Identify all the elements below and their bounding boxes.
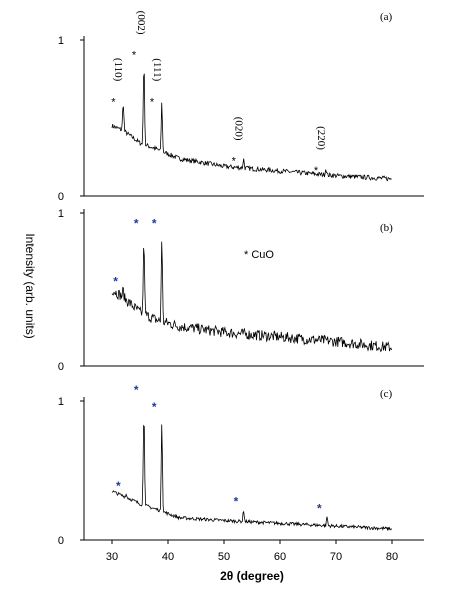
peak-marker: * — [134, 216, 139, 230]
peak-hkl-label: (110) — [112, 58, 124, 82]
xrd-panels: 0 1 (a) * (110) * (002) * (111) * (020) * (220) 0 1 (b)… — [58, 11, 424, 547]
shared-x-axis: 30 40 50 60 70 80 — [106, 540, 398, 563]
peak-marker: * — [111, 96, 116, 108]
y-axis-title: Intensity (arb. units) — [23, 233, 37, 338]
panel-tag: (b) — [380, 222, 393, 234]
x-axis-title: 2θ (degree) — [220, 569, 284, 583]
x-tick-label: 40 — [162, 551, 174, 563]
peak-marker: * — [314, 165, 319, 177]
peak-marker: * — [152, 400, 157, 414]
y-tick-label: 1 — [58, 396, 64, 408]
y-tick-label: 1 — [58, 35, 64, 47]
y-tick-label: 0 — [58, 535, 64, 547]
x-tick-label: 50 — [218, 551, 230, 563]
panel-tag: (a) — [380, 11, 393, 23]
panel-tag: (c) — [380, 388, 393, 400]
y-tick-label: 0 — [58, 191, 64, 203]
peak-marker: * — [317, 501, 322, 515]
peak-marker: * — [134, 383, 139, 397]
peak-marker: * — [116, 479, 121, 493]
peak-hkl-label: (020) — [233, 117, 245, 141]
peak-marker: * — [150, 96, 155, 108]
x-tick-label: 80 — [386, 551, 398, 563]
legend-cuo: * CuO — [244, 249, 274, 261]
peak-marker: * — [232, 156, 237, 168]
peak-marker: * — [152, 216, 157, 230]
x-tick-label: 60 — [274, 551, 286, 563]
x-tick-label: 70 — [330, 551, 342, 563]
y-tick-label: 0 — [58, 361, 64, 373]
peak-hkl-label: (220) — [315, 126, 327, 150]
diffraction-trace — [111, 241, 392, 353]
y-tick-label: 1 — [58, 208, 64, 220]
peak-marker: * — [132, 49, 137, 61]
peak-marker: * — [113, 275, 118, 289]
panel-c: 0 1 (c) * * * * * — [58, 383, 424, 547]
diffraction-trace — [111, 424, 392, 532]
diffraction-trace — [111, 73, 392, 182]
peak-marker: * — [234, 494, 239, 508]
peak-hkl-label: (111) — [151, 58, 163, 81]
panel-a: 0 1 (a) * (110) * (002) * (111) * (020) * (220) — [58, 11, 424, 203]
peak-hkl-label: (002) — [135, 11, 147, 35]
x-tick-label: 30 — [106, 551, 118, 563]
panel-b: 0 1 (b) * * * — [58, 208, 424, 373]
